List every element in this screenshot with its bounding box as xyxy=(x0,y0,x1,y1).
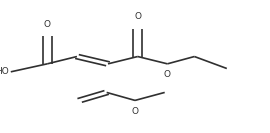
Text: HO: HO xyxy=(0,67,9,76)
Text: O: O xyxy=(164,70,171,80)
Text: O: O xyxy=(44,20,51,29)
Text: O: O xyxy=(131,107,139,116)
Text: O: O xyxy=(134,12,141,21)
